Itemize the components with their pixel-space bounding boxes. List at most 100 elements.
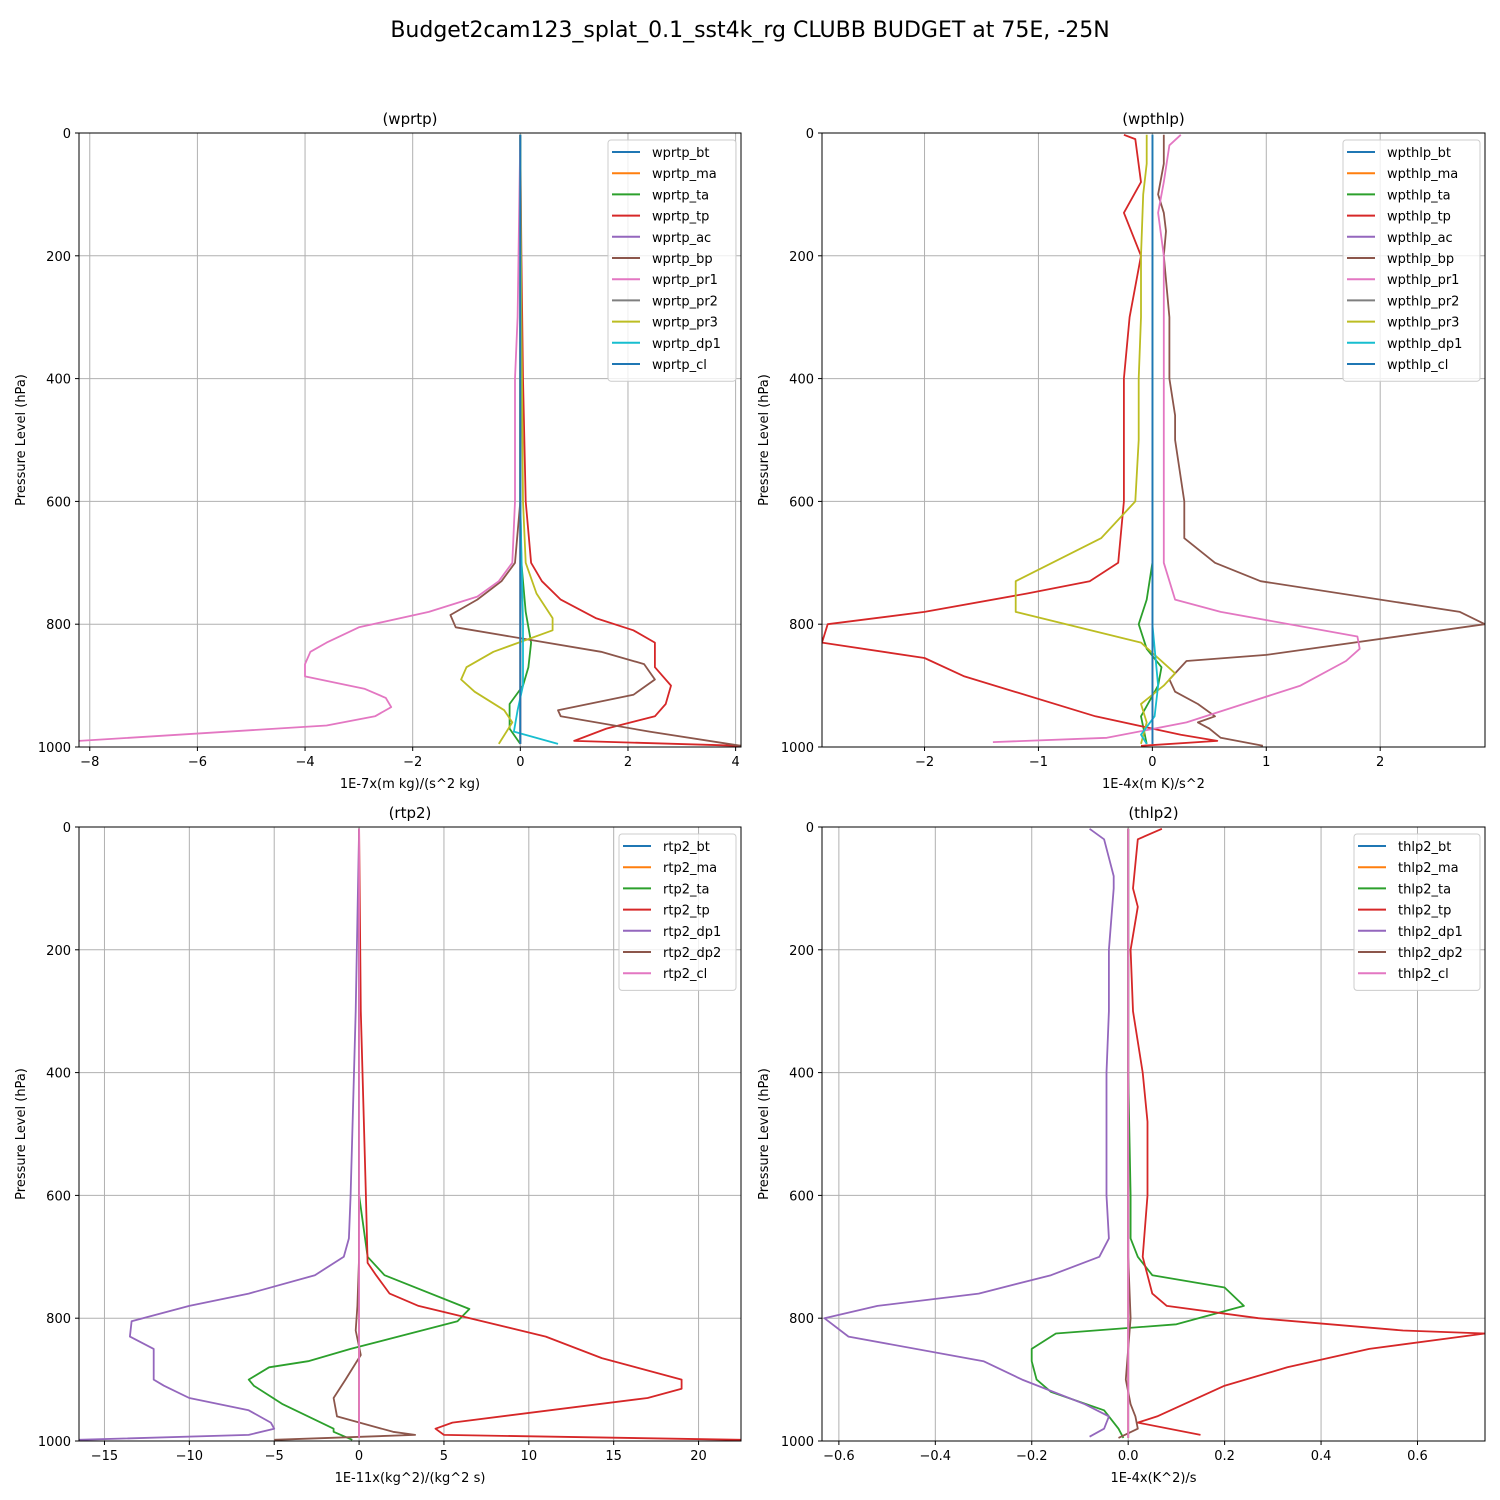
y-axis-label: Pressure Level (hPa) (14, 374, 29, 506)
x-tick-label: −1 (1029, 755, 1048, 770)
y-tick-label: 600 (789, 495, 814, 510)
legend-entry-wpthlp_pr1: wpthlp_pr1 (1387, 273, 1459, 288)
y-tick-label: 800 (46, 618, 71, 633)
x-tick-label: −0.6 (823, 1449, 855, 1464)
x-tick-label: −2 (915, 755, 934, 770)
y-tick-label: 1000 (38, 1435, 71, 1450)
panels: −8 −6 −4 −2 0 2 402004006008001000(wprtp)1E-7x… (14, 110, 1486, 1486)
series-line-wpthlp_pr3 (1014, 134, 1176, 745)
y-tick-label: 200 (46, 250, 71, 265)
x-tick-label: 0.4 (1311, 1449, 1332, 1464)
legend-entry-wprtp_ac: wprtp_ac (652, 231, 711, 246)
legend: wpthlp_bt wpthlp_ma wpthlp_ta wpthlp_tpwpth… (1342, 139, 1481, 382)
x-tick-label: 0 (355, 1449, 363, 1464)
series-line-wpthlp_tp (822, 133, 1219, 747)
x-tick-label: 1 (1262, 755, 1270, 770)
x-tick-label: 2 (624, 755, 632, 770)
legend-entry-thlp2_ma: thlp2_ma (1398, 861, 1459, 876)
legend-entry-wpthlp_ma: wpthlp_ma (1387, 167, 1458, 182)
legend-entry-wprtp_bt: wprtp_bt (652, 146, 709, 161)
y-tick-label: 1000 (781, 741, 814, 756)
x-tick-label: −15 (91, 1449, 118, 1464)
legend-entry-wpthlp_bp: wpthlp_bp (1387, 252, 1454, 267)
y-axis-label: Pressure Level (hPa) (757, 1068, 772, 1200)
legend-entry-wpthlp_tp: wpthlp_tp (1387, 210, 1451, 225)
legend-entry-wpthlp_cl: wpthlp_cl (1387, 358, 1448, 373)
legend-entry-wpthlp_ac: wpthlp_ac (1387, 231, 1453, 246)
plot-frame (78, 132, 742, 748)
series-group (823, 827, 1485, 1439)
y-tick-label: 600 (46, 1189, 71, 1204)
legend-entry-wprtp_dp1: wprtp_dp1 (652, 337, 721, 352)
legend-entry-rtp2_dp2: rtp2_dp2 (663, 946, 721, 961)
x-axis-label: 1E-11x(kg^2)/(kg^2 s) (335, 1471, 486, 1486)
legend-entry-wprtp_bp: wprtp_bp (652, 252, 713, 267)
y-tick-label: 800 (46, 1312, 71, 1327)
legend-entry-thlp2_ta: thlp2_ta (1398, 882, 1451, 897)
legend: rtp2_bt rtp2_ma rtp2_ta rtp2_tp rtp2_dp1 rtp2… (618, 833, 737, 991)
y-tick-label: 200 (789, 944, 814, 959)
series-line-thlp2_tp (1129, 827, 1485, 1436)
plot-frame (78, 826, 742, 1442)
y-tick-label: 200 (789, 250, 814, 265)
series-line-wprtp_tp (519, 134, 741, 747)
plot-frame (821, 132, 1486, 748)
x-tick-label: 0.2 (1214, 1449, 1235, 1464)
y-tick-label: 400 (46, 373, 71, 388)
x-tick-label: 15 (605, 1449, 622, 1464)
legend-entry-rtp2_cl: rtp2_cl (663, 967, 707, 982)
legend-entry-thlp2_tp: thlp2_tp (1398, 904, 1451, 919)
x-axis-label: 1E-4x(K^2)/s (1110, 1471, 1196, 1486)
panel-rtp2: −15 −10 −5 0 5 10 15 2002004006008001000(rtp2)1… (14, 804, 742, 1486)
x-tick-label: 20 (690, 1449, 707, 1464)
legend-entry-thlp2_dp1: thlp2_dp1 (1398, 925, 1463, 940)
y-tick-label: 1000 (38, 741, 71, 756)
legend-entry-rtp2_bt: rtp2_bt (663, 840, 710, 855)
legend-entry-wprtp_pr1: wprtp_pr1 (652, 273, 718, 288)
legend-entry-wprtp_pr2: wprtp_pr2 (652, 294, 718, 309)
y-tick-label: 1000 (781, 1435, 814, 1450)
legend-entry-wpthlp_pr2: wpthlp_pr2 (1387, 294, 1459, 309)
y-tick-label: 600 (789, 1189, 814, 1204)
y-tick-label: 400 (789, 373, 814, 388)
panel-title: (wprtp) (382, 110, 437, 128)
x-axis-label: 1E-7x(m kg)/(s^2 kg) (340, 777, 480, 792)
x-tick-label: −6 (188, 755, 207, 770)
panel-title: (wpthlp) (1122, 110, 1185, 128)
y-tick-label: 800 (789, 618, 814, 633)
legend-entry-rtp2_dp1: rtp2_dp1 (663, 925, 721, 940)
x-tick-label: −0.2 (1016, 1449, 1048, 1464)
legend-box (1342, 139, 1481, 382)
x-tick-label: 0.6 (1407, 1449, 1428, 1464)
legend-entry-rtp2_ma: rtp2_ma (663, 861, 717, 876)
legend-entry-wprtp_ma: wprtp_ma (652, 167, 717, 182)
x-tick-label: −5 (265, 1449, 284, 1464)
series-line-rtp2_dp2 (274, 828, 417, 1441)
legend-entry-wprtp_cl: wprtp_cl (652, 358, 707, 373)
x-axis-label: 1E-4x(m K)/s^2 (1102, 777, 1205, 792)
x-tick-label: 5 (440, 1449, 448, 1464)
panel-title: (rtp2) (389, 804, 432, 822)
x-tick-label: −4 (295, 755, 314, 770)
panel-title: (thlp2) (1128, 804, 1178, 822)
y-axis-label: Pressure Level (hPa) (757, 374, 772, 506)
series-line-wpthlp_pr1 (992, 134, 1361, 743)
x-tick-label: 0 (1148, 755, 1156, 770)
figure-title: Budget2cam123_splat_0.1_sst4k_rg CLUBB B… (390, 18, 1109, 43)
series-line-rtp2_ta (247, 828, 471, 1441)
legend-entry-thlp2_bt: thlp2_bt (1398, 840, 1451, 855)
legend-entry-rtp2_ta: rtp2_ta (663, 882, 710, 897)
x-tick-label: 4 (731, 755, 739, 770)
legend-entry-wprtp_tp: wprtp_tp (652, 210, 709, 225)
x-tick-label: −8 (80, 755, 99, 770)
y-tick-label: 400 (46, 1067, 71, 1082)
legend-entry-wpthlp_dp1: wpthlp_dp1 (1387, 337, 1462, 352)
y-tick-label: 400 (789, 1067, 814, 1082)
x-tick-label: 0 (516, 755, 524, 770)
legend-entry-thlp2_cl: thlp2_cl (1398, 967, 1449, 982)
panel-thlp2: −0.6 −0.4 −0.2 0.0 0.2 0.4 0.6 0 200 400 600 800 100… (757, 804, 1486, 1486)
x-tick-label: −10 (176, 1449, 203, 1464)
legend-entry-thlp2_dp2: thlp2_dp2 (1398, 946, 1463, 961)
y-tick-label: 0 (63, 127, 71, 142)
